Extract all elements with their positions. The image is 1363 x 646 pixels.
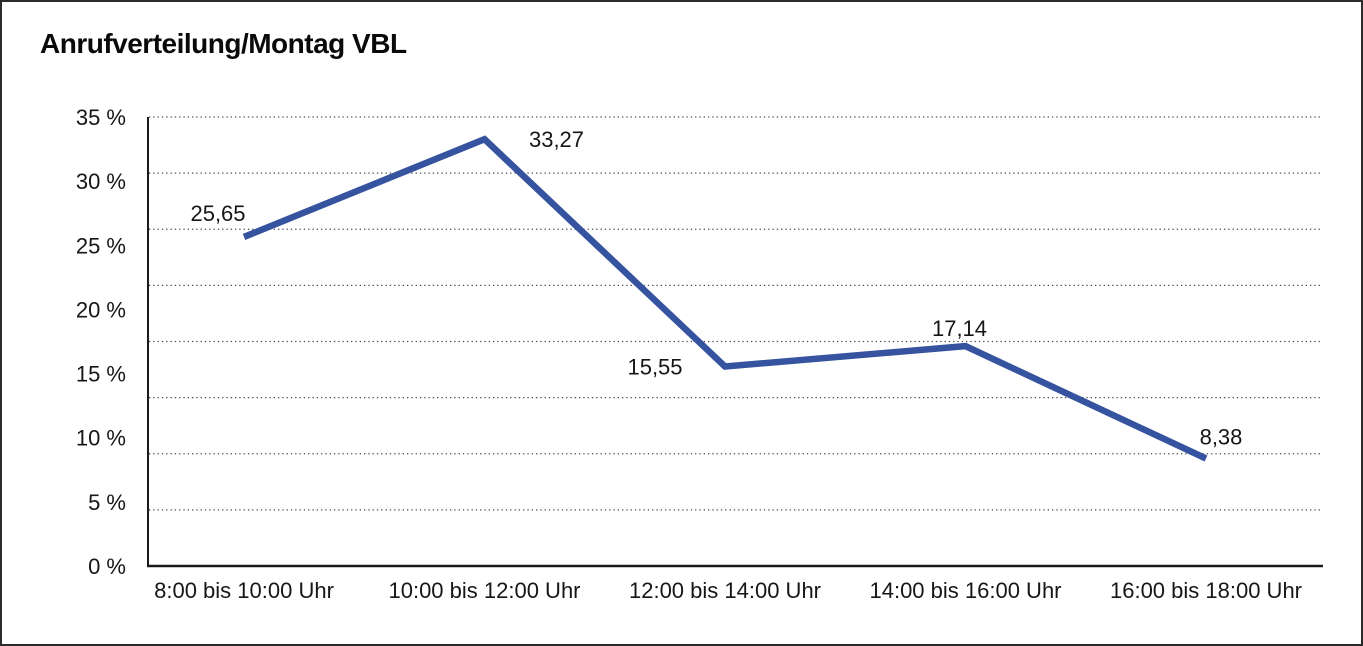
y-tick-label: 15 % [76, 362, 126, 387]
y-tick-label: 10 % [76, 426, 126, 451]
gridlines [149, 116, 1323, 511]
y-tick-label: 25 % [76, 233, 126, 258]
y-tick-label: 5 % [88, 490, 126, 515]
data-label: 15,55 [627, 355, 682, 380]
axes [147, 117, 1323, 568]
data-label: 17,14 [932, 316, 987, 341]
y-tick-label: 35 % [76, 105, 126, 130]
y-tick-label: 30 % [76, 169, 126, 194]
x-tick-label: 14:00 bis 16:00 Uhr [869, 578, 1061, 603]
x-tick-label: 12:00 bis 14:00 Uhr [629, 578, 821, 603]
x-axis-labels: 8:00 bis 10:00 Uhr 10:00 bis 12:00 Uhr 12:… [154, 578, 1302, 603]
y-axis-labels: 0 % 5 % 10 % 15 % 20 % 25 % 30 % 35 % [76, 105, 126, 579]
x-tick-label: 8:00 bis 10:00 Uhr [154, 578, 334, 603]
data-line [242, 135, 1208, 462]
x-tick-label: 10:00 bis 12:00 Uhr [388, 578, 580, 603]
data-label: 8,38 [1200, 424, 1243, 449]
y-tick-label: 20 % [76, 297, 126, 322]
chart-title: Anrufverteilung/Montag VBL [40, 28, 407, 59]
data-label: 33,27 [529, 127, 584, 152]
data-label: 25,65 [190, 201, 245, 226]
data-labels: 25,65 33,27 15,55 17,14 8,38 [190, 127, 1242, 449]
y-tick-label: 0 % [88, 554, 126, 579]
x-tick-label: 16:00 bis 18:00 Uhr [1110, 578, 1302, 603]
